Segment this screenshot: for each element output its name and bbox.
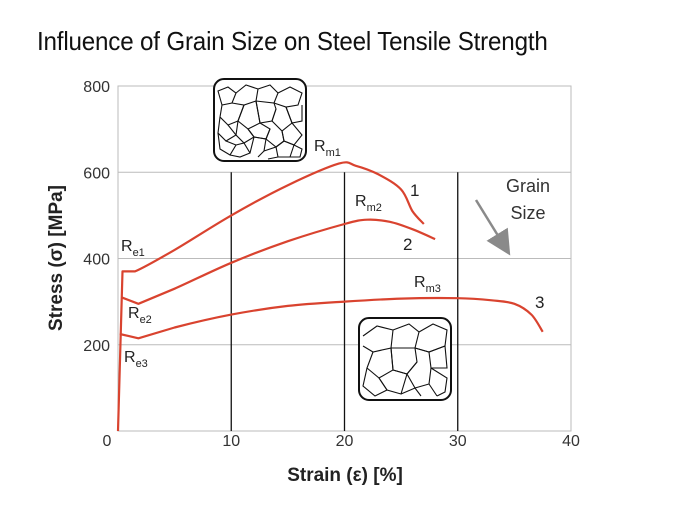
y-tick-label: 200: [83, 338, 110, 355]
annotation-rm2: Rm2: [355, 193, 382, 214]
grid: [117, 85, 572, 432]
x-axis-label: Strain (ε) [%]: [287, 465, 403, 486]
y-tick-label: 600: [83, 165, 110, 182]
x-tick-label: 10: [222, 433, 240, 450]
y-tick-label: 800: [83, 79, 110, 96]
annotation-rm1: Rm1: [314, 138, 341, 159]
curves: [116, 161, 544, 432]
series-1-line: [116, 161, 425, 432]
coarse-grain-microstructure-icon: [358, 317, 452, 401]
y-axis-label: Stress (σ) [MPa]: [46, 185, 67, 331]
annotation-rm3: Rm3: [414, 274, 441, 295]
annotation-re3: Re3: [124, 349, 148, 370]
grain-size-label-line2: Size: [510, 203, 545, 223]
annotation-re1: Re1: [121, 238, 145, 259]
curve-label-2: 2: [403, 235, 412, 254]
y-tick-label: 400: [83, 252, 110, 269]
series-2-line: [121, 218, 436, 305]
x-tick-label: 0: [103, 433, 112, 450]
x-tick-label: 20: [336, 433, 354, 450]
grain-size-arrow-icon: [474, 199, 511, 256]
x-tick-label: 40: [562, 433, 580, 450]
series-3-line: [119, 296, 544, 340]
fine-grain-microstructure-icon: [213, 78, 307, 162]
curve-label-1: 1: [410, 181, 419, 200]
curve-label-3: 3: [535, 293, 544, 312]
annotation-re2: Re2: [128, 305, 152, 326]
x-tick-label: 30: [449, 433, 467, 450]
chart-title: Influence of Grain Size on Steel Tensile…: [37, 26, 548, 56]
grain-size-label-line1: Grain: [506, 176, 550, 196]
tick-labels: 0 10 20 30 40 800 600 400 200: [83, 79, 580, 450]
